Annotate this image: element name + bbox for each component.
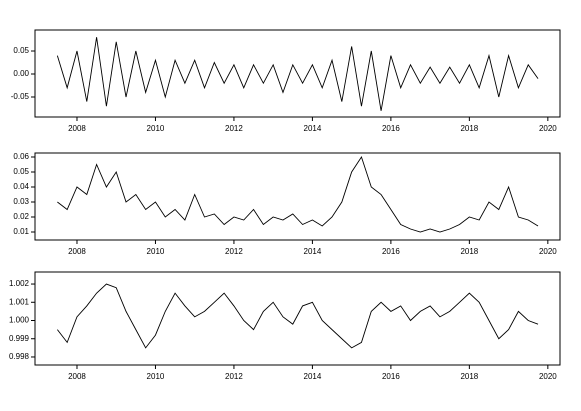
x-tick-label: 2010 xyxy=(147,124,165,133)
series-line xyxy=(56,37,539,111)
y-tick-label: 0.998 xyxy=(9,352,30,361)
x-tick-label: 2012 xyxy=(225,124,243,133)
x-tick-label: 2020 xyxy=(539,124,557,133)
y-tick-label: 1.000 xyxy=(9,316,30,325)
x-tick-label: 2018 xyxy=(460,247,478,256)
y-tick-label: 0.04 xyxy=(13,182,29,191)
x-tick-label: 2010 xyxy=(147,247,165,256)
y-tick-label: 0.06 xyxy=(13,152,29,161)
y-tick-label: 0.05 xyxy=(13,167,29,176)
x-tick-label: 2008 xyxy=(68,372,86,381)
y-tick-label: 0.01 xyxy=(13,227,29,236)
y-tick-label: 0.999 xyxy=(9,334,30,343)
y-tick-label: -0.05 xyxy=(11,92,30,101)
x-tick-label: 2008 xyxy=(68,124,86,133)
x-tick-label: 2016 xyxy=(382,124,400,133)
y-tick-label: 0.00 xyxy=(13,69,29,78)
y-tick-label: 0.02 xyxy=(13,212,29,221)
plot-frame xyxy=(34,29,561,118)
x-tick-label: 2014 xyxy=(304,124,322,133)
x-tick-label: 2012 xyxy=(225,372,243,381)
x-tick-label: 2018 xyxy=(460,372,478,381)
x-tick-label: 2020 xyxy=(539,372,557,381)
x-tick-label: 2016 xyxy=(382,247,400,256)
y-tick-label: 1.002 xyxy=(9,279,30,288)
x-tick-label: 2020 xyxy=(539,247,557,256)
x-tick-label: 2018 xyxy=(460,124,478,133)
plot-frame xyxy=(34,271,561,366)
series-line xyxy=(57,283,539,349)
x-tick-label: 2008 xyxy=(68,247,86,256)
x-tick-label: 2012 xyxy=(225,247,243,256)
x-tick-label: 2014 xyxy=(304,372,322,381)
y-tick-label: 0.03 xyxy=(13,197,29,206)
y-tick-label: 1.001 xyxy=(9,297,30,306)
x-tick-label: 2016 xyxy=(382,372,400,381)
series-line xyxy=(57,155,539,233)
plot-frame xyxy=(34,152,561,241)
x-tick-label: 2010 xyxy=(147,372,165,381)
x-tick-label: 2014 xyxy=(304,247,322,256)
y-tick-label: 0.05 xyxy=(13,46,29,55)
